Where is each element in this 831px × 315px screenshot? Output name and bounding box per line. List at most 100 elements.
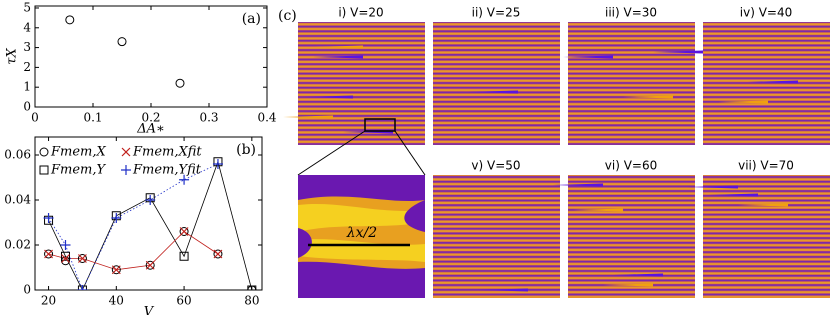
zoom-line <box>297 130 366 176</box>
marker <box>78 254 87 263</box>
inset-defect <box>404 200 425 232</box>
plot-area <box>65 15 185 88</box>
defect <box>468 90 518 94</box>
simulation-image <box>703 175 830 298</box>
legend-label: Fmem,Yfit <box>132 163 202 178</box>
x-tick-label: 0.3 <box>199 111 218 125</box>
marker <box>111 265 121 275</box>
simulation-image <box>703 22 830 145</box>
simulation-image <box>433 22 560 145</box>
marker <box>44 249 53 259</box>
x-tick-label: 0 <box>31 111 39 125</box>
x-axis-label: V <box>144 305 155 315</box>
x-tick-label: 0.4 <box>257 111 276 125</box>
simulation-image <box>433 175 560 298</box>
marker <box>43 213 54 223</box>
defect <box>613 273 663 277</box>
image-title: ii) V=25 <box>472 6 521 20</box>
legend-label: Fmem,Y <box>50 163 107 178</box>
legend-marker <box>39 147 49 157</box>
marker <box>213 249 223 259</box>
x-tick-label: 0.2 <box>141 111 160 125</box>
y-tick-label: 1 <box>23 80 31 94</box>
x-axis-label: ΔA∗ <box>136 122 165 137</box>
plot-area <box>43 157 257 290</box>
defect <box>708 193 758 197</box>
marker <box>145 260 155 270</box>
zoom-line <box>394 130 426 176</box>
series-line <box>48 160 253 290</box>
marker <box>61 254 70 263</box>
y-tick-label: 3 <box>23 40 31 54</box>
inset-defect <box>298 228 312 258</box>
plot-frame <box>34 5 268 108</box>
marker <box>179 174 190 185</box>
marker <box>145 195 156 205</box>
y-tick-label: 0 <box>23 100 31 114</box>
marker <box>117 37 127 47</box>
defect <box>283 115 333 119</box>
legend-marker <box>39 165 49 175</box>
inset-band <box>298 261 425 298</box>
y-tick-label: 0.06 <box>4 148 31 162</box>
series-line <box>48 230 219 271</box>
x-tick-label: 80 <box>244 294 259 308</box>
marker <box>77 254 87 263</box>
defect <box>748 80 798 84</box>
defect <box>563 55 613 59</box>
defect <box>623 95 673 99</box>
simulation-image <box>568 175 695 298</box>
x-tick-label: 40 <box>109 294 124 308</box>
y-tick-label: 0.04 <box>4 193 31 207</box>
image-title: iii) V=30 <box>605 6 657 20</box>
panel-c: (c) i) V=20 ii) V=25 iii) V=30 iv) V=40 v) V=… <box>278 6 830 298</box>
x-tick-label: 60 <box>176 294 191 308</box>
defect <box>478 288 528 292</box>
marker <box>60 240 71 250</box>
marker <box>77 285 88 290</box>
defect <box>313 55 363 59</box>
panel-label: (c) <box>278 8 297 24</box>
defect <box>738 203 788 207</box>
defect <box>573 208 623 212</box>
defect <box>603 283 653 287</box>
defect <box>303 95 353 99</box>
simulation-image <box>568 22 695 145</box>
defect <box>688 185 738 189</box>
marker <box>111 265 121 275</box>
inset-label: λx/2 <box>346 225 377 241</box>
x-tick-label: 0.1 <box>83 111 102 125</box>
marker <box>213 249 223 259</box>
marker <box>175 78 185 88</box>
marker <box>179 251 189 261</box>
inset-band <box>298 203 425 232</box>
marker <box>60 251 70 261</box>
x-tick-label: 20 <box>41 294 56 308</box>
zoom-box <box>364 118 396 132</box>
marker <box>179 227 189 236</box>
series-line <box>48 163 219 290</box>
y-tick-label: 0.02 <box>4 238 31 252</box>
y-axis-label: τX <box>5 48 20 65</box>
y-tick-label: 0 <box>23 283 31 297</box>
defect <box>553 183 603 187</box>
panel-label: (a) <box>242 11 261 27</box>
marker <box>65 15 75 25</box>
image-title: vi) V=60 <box>605 159 657 173</box>
marker <box>145 260 155 270</box>
y-tick-label: 5 <box>23 0 31 14</box>
legend-marker <box>121 147 131 157</box>
y-tick-label: 2 <box>23 60 31 74</box>
defect <box>718 100 768 104</box>
simulation-image <box>298 22 425 145</box>
defect <box>653 50 703 54</box>
defect <box>313 45 363 49</box>
panel-label: (b) <box>236 142 256 158</box>
legend-marker <box>121 165 131 175</box>
legend-label: Fmem,X <box>50 145 107 160</box>
marker <box>179 227 189 236</box>
marker <box>247 285 257 290</box>
marker <box>212 159 223 169</box>
y-tick-label: 4 <box>23 20 31 34</box>
